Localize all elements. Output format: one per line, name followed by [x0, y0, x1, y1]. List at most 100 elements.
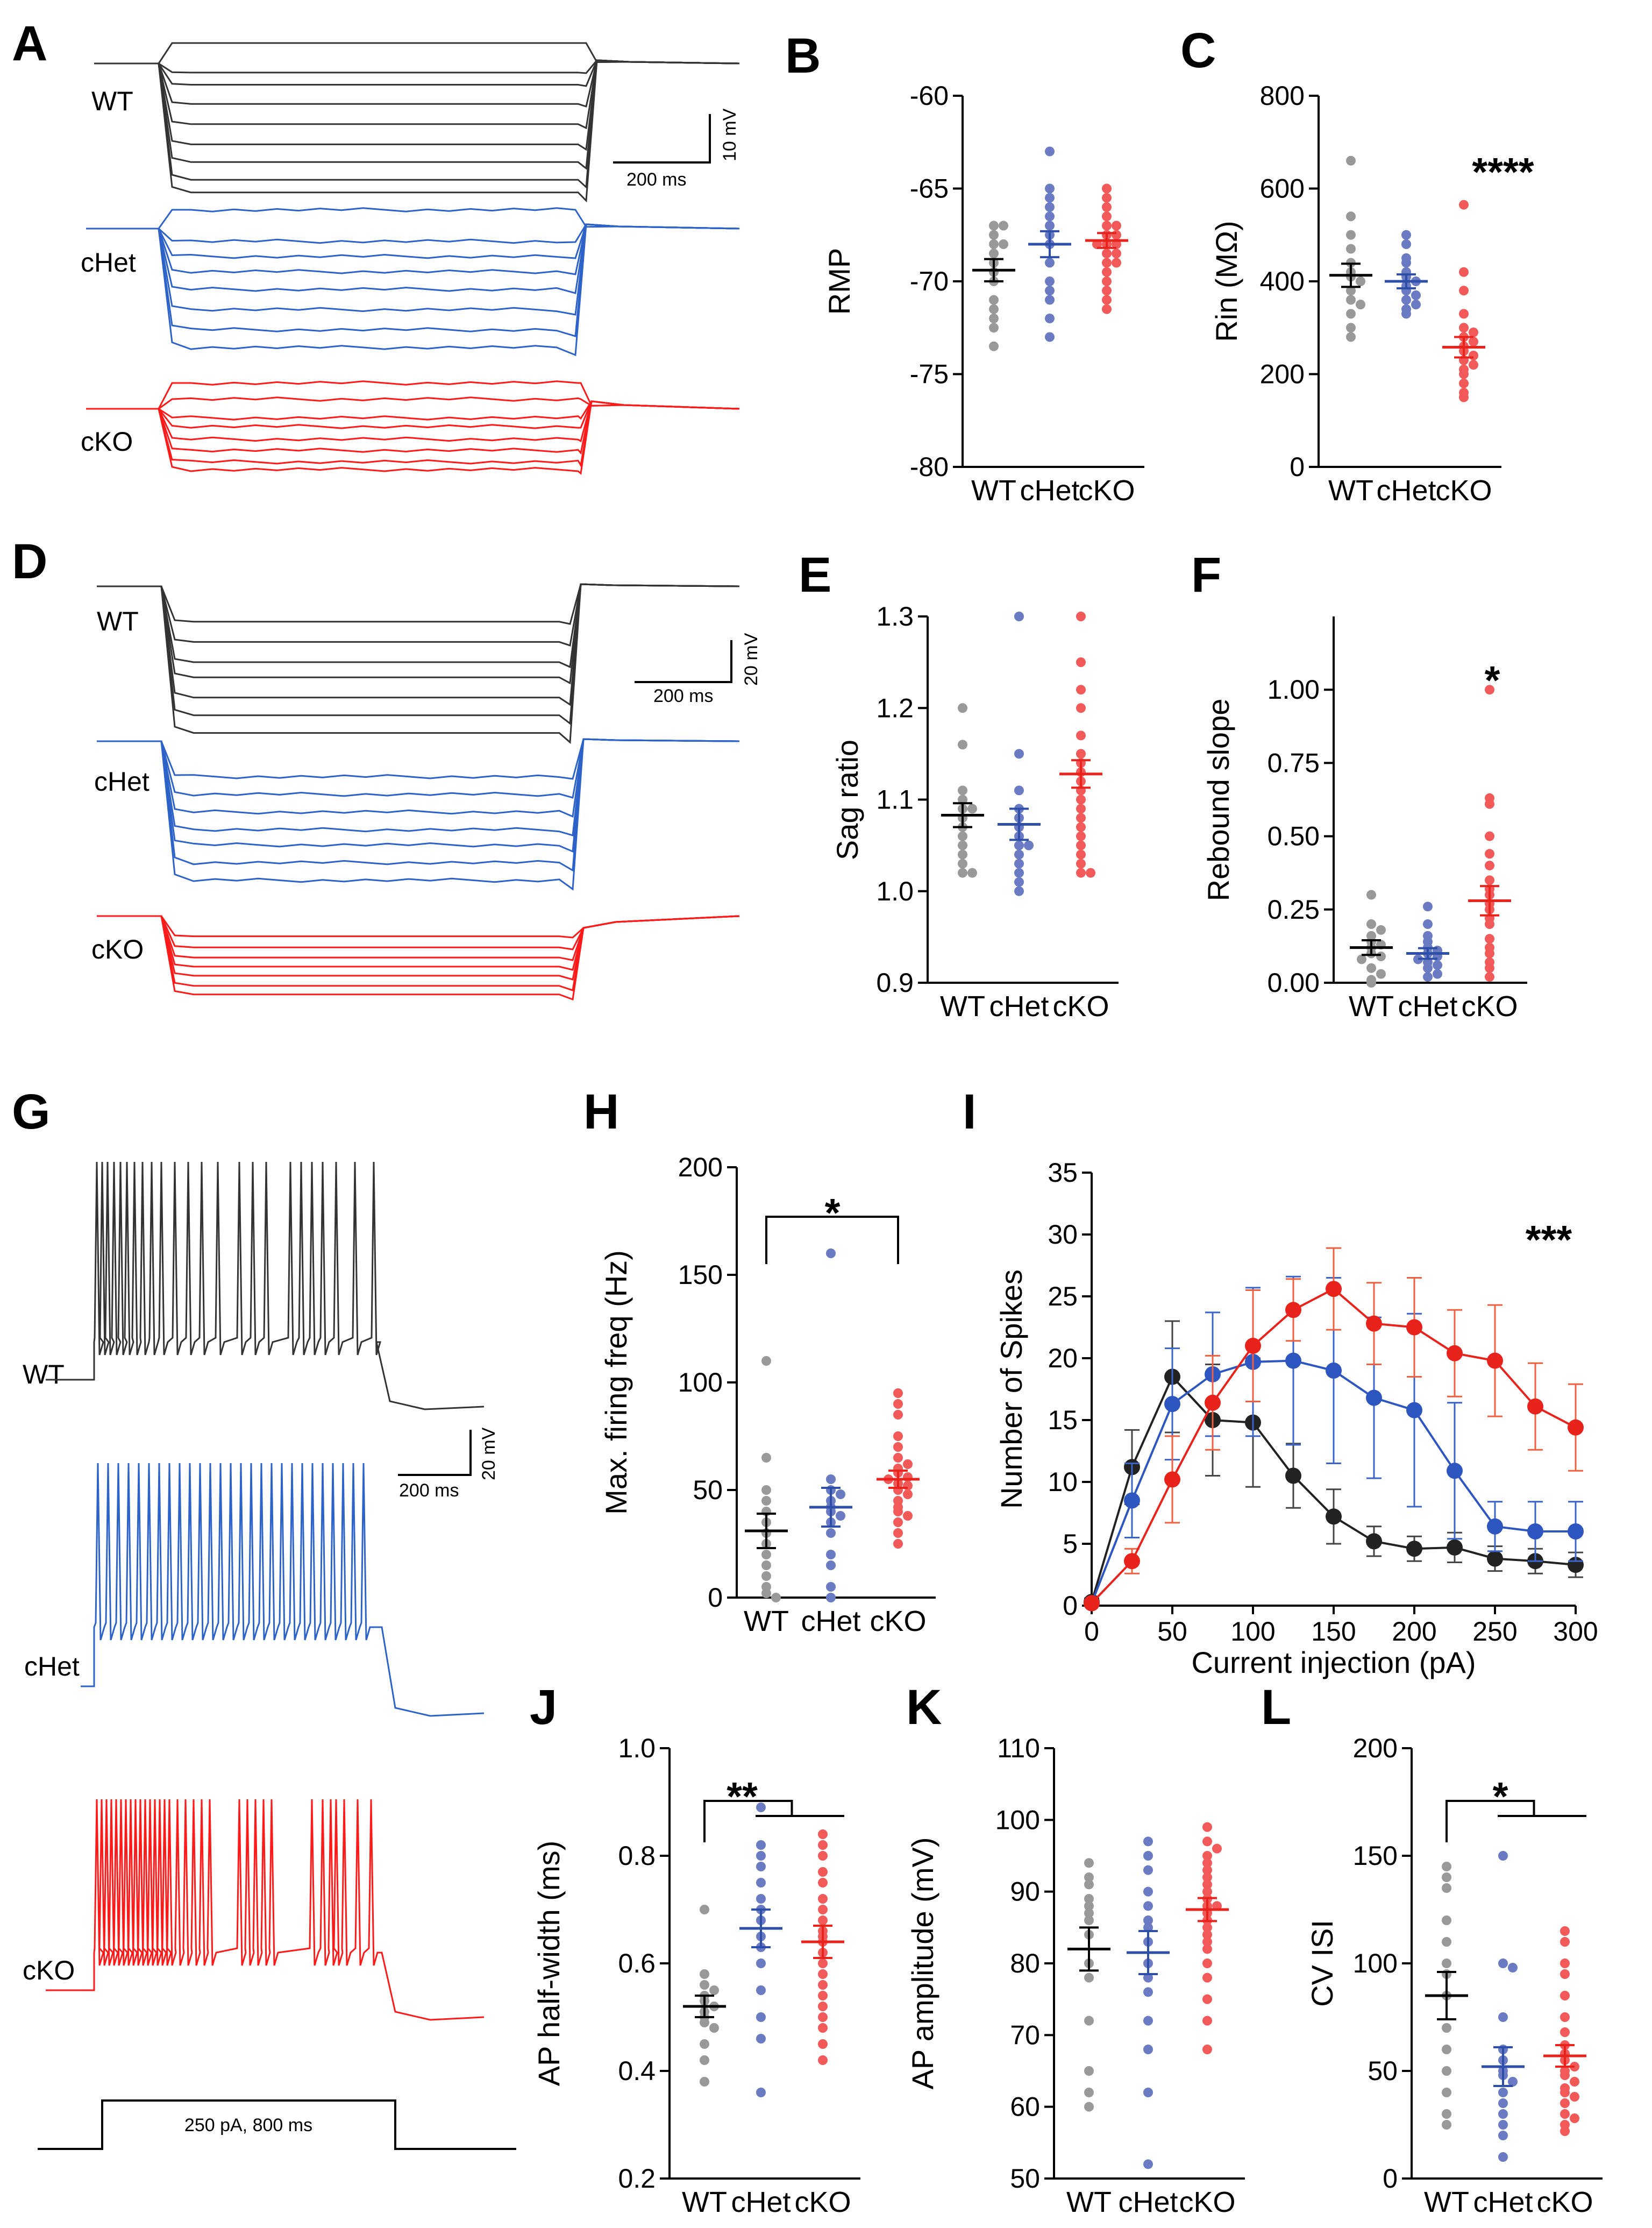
chart-F: 0.00 0.25 0.50 0.75 1.00 Rebound slope WT cHet c… [1201, 616, 1527, 1023]
data-point-H-cKO [893, 1517, 903, 1527]
data-point-E-cKO [1076, 612, 1086, 621]
trace-D-label-wt: WT [97, 606, 139, 636]
data-point-J-cKO [818, 1867, 828, 1877]
data-point-F-cKO [1485, 963, 1494, 973]
data-point-E-cHet [1014, 840, 1024, 850]
trace-A-cko [86, 400, 740, 475]
data-point-J-cKO [818, 1905, 828, 1914]
y-tick-label-E: 0.9 [876, 968, 914, 998]
panel-letter-J: J [530, 1680, 557, 1735]
data-point-L-cKO [1560, 2126, 1570, 2136]
chart-J: 0.2 0.4 0.6 0.8 1.0 AP half-width (ms) WT cHet c… [532, 1733, 860, 2218]
data-point-J-WT [700, 2077, 709, 2087]
data-point-F-WT [1376, 925, 1386, 935]
data-point-F-cKO [1485, 919, 1494, 929]
data-point-J-cHet [756, 1959, 766, 1968]
data-point-B-cKO [1102, 258, 1112, 268]
panel-letter-L: L [1261, 1680, 1291, 1735]
data-point-E-cHet [1014, 785, 1024, 796]
trace-D-wt [97, 583, 740, 625]
data-point-L-WT [1442, 1959, 1451, 1968]
x-tick-label-I: 300 [1553, 1616, 1598, 1647]
data-point-K-cKO [1202, 1851, 1212, 1861]
data-point-F-cKO [1485, 831, 1494, 841]
data-point-H-cHet [836, 1489, 845, 1499]
data-point-B-cKO [1102, 221, 1112, 231]
data-point-J-cKO [818, 2055, 828, 2065]
data-point-I-cKO [1285, 1302, 1301, 1318]
trace-A-chet [86, 223, 740, 357]
trace-D-cko [97, 915, 740, 939]
data-point-K-WT [1084, 1908, 1094, 1918]
data-point-J-cHet [756, 1862, 766, 1871]
chart-K: 50 60 70 80 90 100 110 AP amplitude (mV) WT cHet c… [906, 1733, 1245, 2218]
data-point-C-cKO [1459, 392, 1469, 402]
data-point-J-cKO [818, 2012, 828, 2022]
data-point-J-cHet [756, 2088, 766, 2097]
data-point-L-WT [1442, 2066, 1451, 2076]
y-axis-label-C: Rin (MΩ) [1209, 221, 1243, 342]
y-tick-label-I: 10 [1048, 1467, 1078, 1497]
data-point-E-cHet [1014, 886, 1024, 896]
data-point-K-WT [1084, 1872, 1094, 1882]
y-tick-label-L: 50 [1368, 2056, 1398, 2086]
data-point-B-cKO [1102, 249, 1112, 259]
y-tick-label-L: 100 [1353, 1948, 1398, 1978]
trace-G-label-wt: WT [23, 1359, 65, 1389]
data-point-I-WT [1285, 1467, 1301, 1484]
data-point-C-WT [1346, 323, 1356, 333]
data-point-E-cKO [1076, 840, 1086, 850]
data-point-E-WT [958, 840, 967, 850]
panel-letter-K: K [906, 1680, 942, 1735]
data-point-K-cKO [1202, 1836, 1212, 1847]
data-point-F-cKO [1485, 972, 1494, 982]
data-point-L-WT [1442, 2088, 1451, 2097]
data-point-J-cKO [818, 1829, 828, 1839]
data-point-K-WT [1084, 2066, 1094, 2076]
data-point-B-cKO [1102, 295, 1112, 305]
trace-D-wt [97, 583, 740, 669]
data-point-K-cHet [1143, 2016, 1153, 2026]
data-point-B-WT [989, 239, 999, 249]
data-point-F-cKO [1485, 685, 1494, 695]
panel-letter-B: B [785, 29, 821, 83]
data-point-C-WT [1346, 230, 1356, 240]
trace-A-label-wt: WT [91, 86, 133, 116]
data-point-C-WT [1346, 332, 1356, 342]
data-point-E-cKO [1076, 703, 1086, 713]
trace-A-cko [86, 380, 740, 410]
x-tick-label-I: 150 [1311, 1616, 1356, 1647]
data-point-K-cKO [1202, 1872, 1212, 1882]
data-point-B-cHet [1045, 183, 1055, 194]
data-point-E-cKO [1076, 749, 1086, 759]
data-point-J-cHet [756, 1840, 766, 1850]
data-point-F-WT [1366, 919, 1376, 929]
data-point-H-cKO [903, 1489, 913, 1499]
data-point-E-cKO [1076, 831, 1086, 841]
data-point-B-WT [999, 239, 1008, 249]
data-point-B-WT [989, 221, 999, 231]
data-point-L-cKO [1570, 2077, 1579, 2087]
data-point-F-cKO [1485, 849, 1494, 859]
data-point-E-cKO [1076, 657, 1086, 668]
y-tick-label-F: 0.00 [1268, 968, 1320, 998]
y-tick-label-H: 150 [678, 1260, 723, 1290]
data-point-E-cKO [1076, 730, 1086, 741]
trace-D-chet [97, 738, 740, 853]
data-point-L-cKO [1560, 2088, 1570, 2097]
y-tick-label-C: 200 [1260, 359, 1305, 389]
data-point-B-WT [989, 230, 999, 240]
significance-C: **** [1472, 150, 1534, 194]
data-point-E-cKO [1076, 858, 1086, 869]
data-point-F-WT [1366, 890, 1376, 900]
data-point-K-cHet [1143, 1836, 1153, 1847]
category-label-F: cKO [1461, 990, 1518, 1023]
data-point-L-WT [1442, 2120, 1451, 2130]
data-point-H-cKO [893, 1399, 903, 1409]
data-point-J-cKO [818, 1878, 828, 1888]
y-tick-label-I: 30 [1048, 1219, 1078, 1250]
category-label-C: WT [1328, 474, 1373, 507]
data-point-J-WT [700, 1905, 709, 1914]
